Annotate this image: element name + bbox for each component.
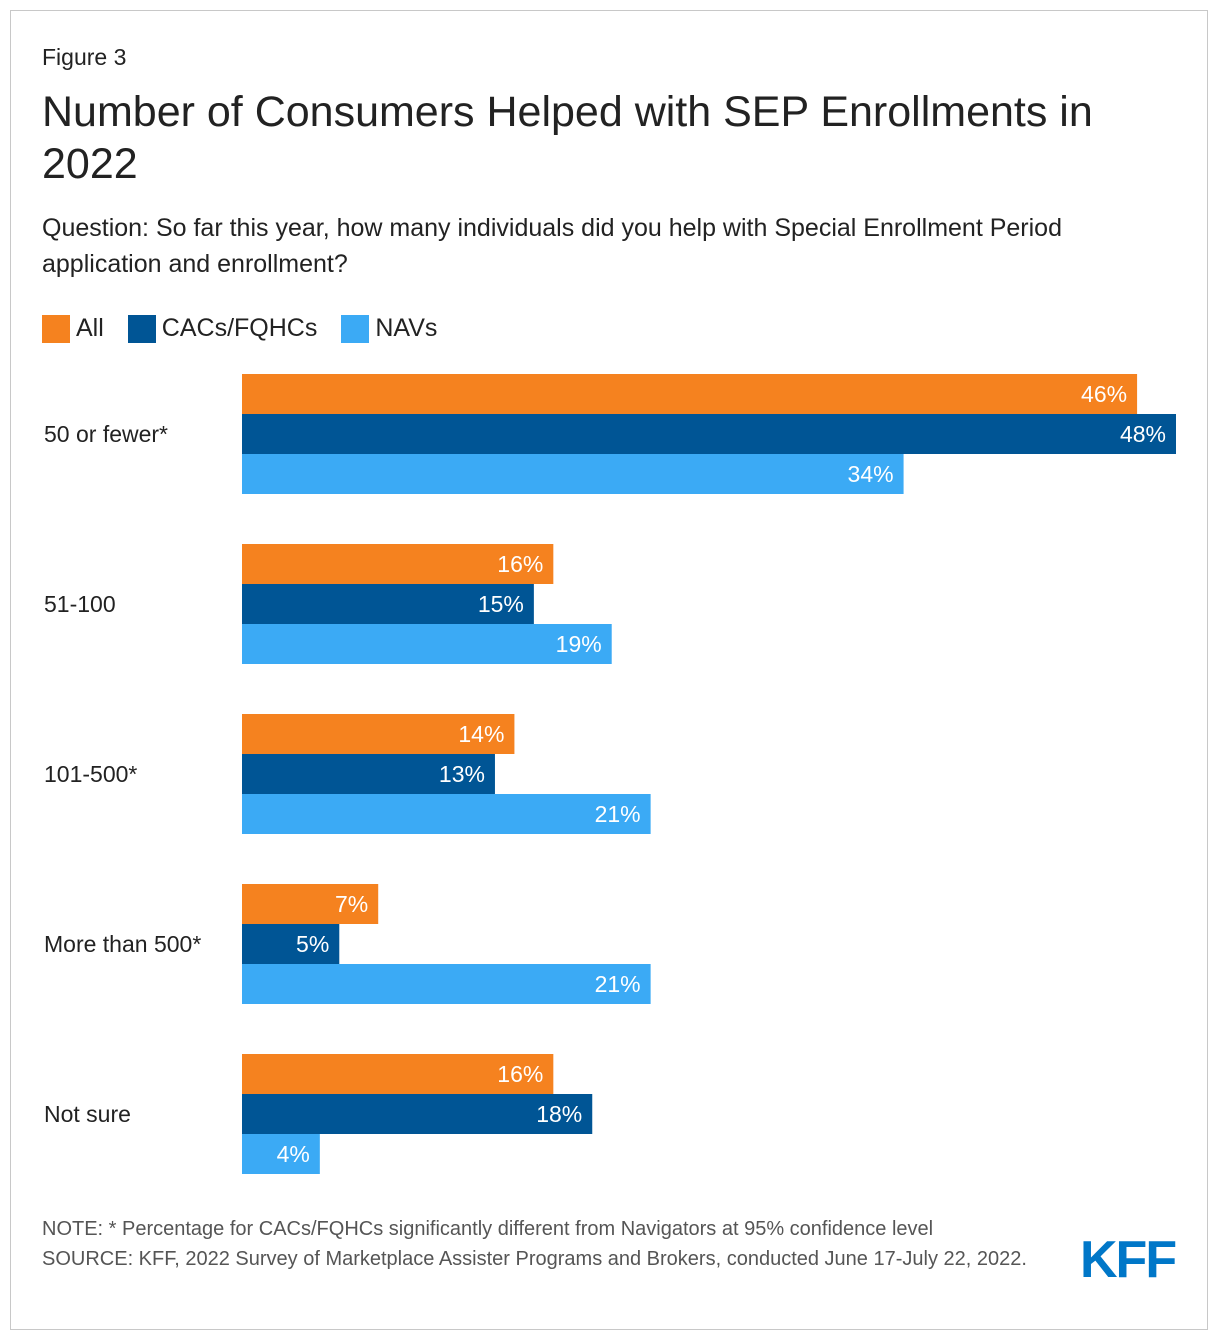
- bar-chart: 50 or fewer* 46% 48% 34% 51-100 16% 15% 19% 101-…: [44, 374, 1176, 1174]
- bar-value-label: 4%: [277, 1141, 310, 1167]
- bar-value-label: 34%: [848, 461, 894, 487]
- bar-navs: [242, 794, 651, 834]
- figure-frame: [10, 10, 1208, 1330]
- bar-navs: [242, 964, 651, 1004]
- category-label: 51-100: [44, 591, 116, 617]
- bar-value-label: 48%: [1120, 421, 1166, 447]
- bar-value-label: 21%: [595, 801, 641, 827]
- bar-cacs: [242, 754, 495, 794]
- legend-label-cacs: CACs/FQHCs: [161, 314, 318, 342]
- chart-subtitle: Question: So far this year, how many ind…: [42, 214, 1062, 278]
- legend: All CACs/FQHCs NAVs: [42, 314, 461, 343]
- bar-all: [242, 374, 1138, 414]
- category-label: Not sure: [44, 1101, 131, 1127]
- category-label: 50 or fewer*: [44, 421, 168, 447]
- bar-value-label: 14%: [458, 721, 504, 747]
- bar-value-label: 13%: [439, 761, 485, 787]
- bar-cacs: [242, 924, 340, 964]
- bar-all: [242, 1054, 554, 1094]
- bar-value-label: 21%: [595, 971, 641, 997]
- note-text: NOTE: * Percentage for CACs/FQHCs signif…: [42, 1218, 934, 1240]
- legend-item-navs: NAVs: [341, 314, 437, 343]
- figure-label: Figure 3: [42, 44, 127, 70]
- legend-swatch-navs: [341, 314, 370, 343]
- bar-all: [242, 884, 379, 924]
- kff-logo: KFF: [1080, 1231, 1177, 1289]
- footnote: NOTE: * Percentage for CACs/FQHCs signif…: [42, 1214, 1052, 1274]
- source-text: SOURCE: KFF, 2022 Survey of Marketplace …: [42, 1248, 1027, 1270]
- legend-swatch-cacs: [127, 314, 156, 343]
- bar-all: [242, 544, 554, 584]
- bar-value-label: 46%: [1081, 381, 1127, 407]
- chart-title: Number of Consumers Helped with SEP Enro…: [42, 88, 1093, 188]
- bar-navs: [242, 624, 612, 664]
- legend-label-all: All: [76, 314, 104, 342]
- bar-value-label: 18%: [536, 1101, 582, 1127]
- bar-value-label: 16%: [497, 1061, 543, 1087]
- bar-value-label: 15%: [478, 591, 524, 617]
- bar-all: [242, 714, 515, 754]
- category-label: More than 500*: [44, 931, 201, 957]
- bar-cacs: [242, 1094, 593, 1134]
- bar-value-label: 19%: [556, 631, 602, 657]
- legend-swatch-all: [42, 314, 70, 343]
- bar-value-label: 5%: [296, 931, 329, 957]
- legend-item-all: All: [42, 314, 104, 343]
- category-label: 101-500*: [44, 761, 137, 787]
- bar-value-label: 16%: [497, 551, 543, 577]
- bar-cacs: [242, 414, 1176, 454]
- legend-item-cacs: CACs/FQHCs: [127, 314, 318, 343]
- legend-label-navs: NAVs: [375, 314, 438, 342]
- bar-navs: [242, 1134, 320, 1174]
- bar-value-label: 7%: [335, 891, 368, 917]
- bar-cacs: [242, 584, 534, 624]
- bar-navs: [242, 454, 904, 494]
